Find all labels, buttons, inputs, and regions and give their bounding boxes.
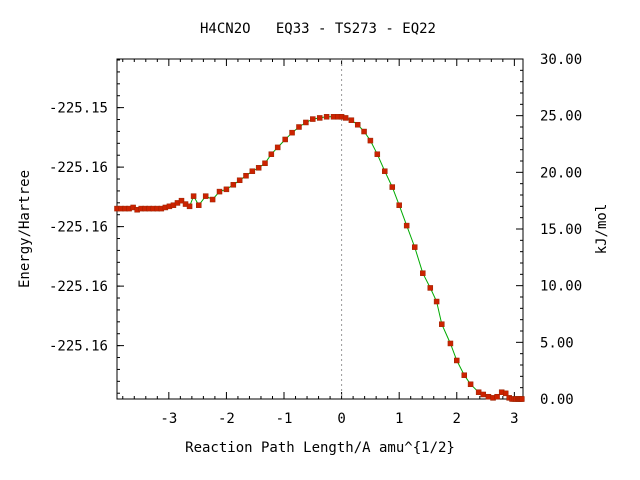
- data-point: [190, 193, 197, 199]
- data-point: [420, 270, 426, 276]
- y2-tick-label: 15.00: [540, 222, 582, 238]
- data-point: [323, 114, 330, 120]
- data-point: [382, 168, 388, 174]
- data-point: [243, 172, 249, 179]
- x-tick-label: 0: [337, 411, 345, 427]
- data-point: [209, 196, 216, 203]
- data-point: [303, 119, 309, 126]
- data-point: [310, 116, 316, 122]
- x-tick-label: 1: [395, 411, 403, 427]
- data-point: [427, 285, 434, 291]
- data-point: [236, 177, 243, 184]
- data-point: [274, 144, 281, 151]
- data-point: [282, 136, 288, 143]
- y2-tick-label: 30.00: [540, 52, 582, 68]
- y2-tick-label: 20.00: [540, 165, 582, 181]
- data-point: [316, 115, 323, 121]
- y2-axis-label: kJ/mol: [594, 204, 610, 255]
- data-point: [367, 137, 374, 144]
- data-point: [374, 151, 381, 157]
- chart-title: H4CN2O EQ33 - TS273 - EQ22: [200, 21, 436, 37]
- y2-tick-label: 5.00: [540, 335, 574, 351]
- axis-ticks: [117, 58, 523, 400]
- data-point: [296, 124, 302, 130]
- data-point: [519, 396, 525, 402]
- y-tick-label: -225.16: [49, 339, 108, 355]
- data-point: [411, 244, 418, 250]
- data-point: [202, 193, 209, 199]
- x-tick-label: 3: [510, 411, 518, 427]
- x-tick-label: -2: [218, 411, 235, 427]
- data-point: [461, 372, 468, 378]
- y2-tick-label: 0.00: [540, 392, 574, 408]
- y2-tick-label: 10.00: [540, 279, 582, 295]
- data-point: [454, 357, 460, 364]
- x-tick-label: 2: [453, 411, 461, 427]
- y-tick-label: -225.15: [49, 101, 108, 117]
- data-point: [361, 128, 367, 135]
- data-point: [186, 203, 193, 210]
- y-tick-label: -225.16: [49, 160, 108, 176]
- data-point: [216, 188, 223, 195]
- x-tick-label: -1: [276, 411, 293, 427]
- y-tick-label: -225.16: [49, 279, 108, 295]
- data-point: [480, 391, 487, 398]
- data-point: [354, 121, 361, 128]
- data-point: [475, 389, 482, 395]
- data-point: [196, 202, 202, 208]
- data-point: [494, 393, 500, 400]
- x-tick-label: -3: [160, 411, 177, 427]
- y-axis-label: Energy/Hartree: [17, 170, 33, 288]
- data-point: [433, 298, 440, 305]
- data-point: [485, 393, 492, 400]
- data-point: [255, 165, 262, 171]
- data-points: [114, 114, 525, 402]
- tick-labels: -3 -2 -1 0 1 2 30.005.0010.0015.0020.0025.0030…: [49, 52, 582, 427]
- data-point: [230, 182, 237, 188]
- data-point: [403, 222, 410, 229]
- data-point: [330, 114, 337, 120]
- data-point: [268, 151, 275, 157]
- data-point: [396, 202, 402, 208]
- data-point: [389, 184, 396, 190]
- data-point: [262, 160, 268, 167]
- x-axis-label: Reaction Path Length/A amu^{1/2}: [185, 440, 455, 456]
- data-point: [223, 186, 230, 193]
- data-point: [289, 129, 295, 136]
- plot-frame: [116, 58, 524, 400]
- data-point: [178, 197, 185, 204]
- data-point: [348, 117, 355, 123]
- data-point: [467, 381, 474, 388]
- data-point: [342, 115, 349, 121]
- data-point: [447, 340, 454, 347]
- data-point: [502, 390, 509, 397]
- energy-profile-line: [117, 116, 522, 400]
- y2-tick-label: 25.00: [540, 109, 582, 125]
- data-point: [249, 168, 256, 174]
- y-tick-label: -225.16: [49, 220, 108, 236]
- data-point: [439, 321, 445, 327]
